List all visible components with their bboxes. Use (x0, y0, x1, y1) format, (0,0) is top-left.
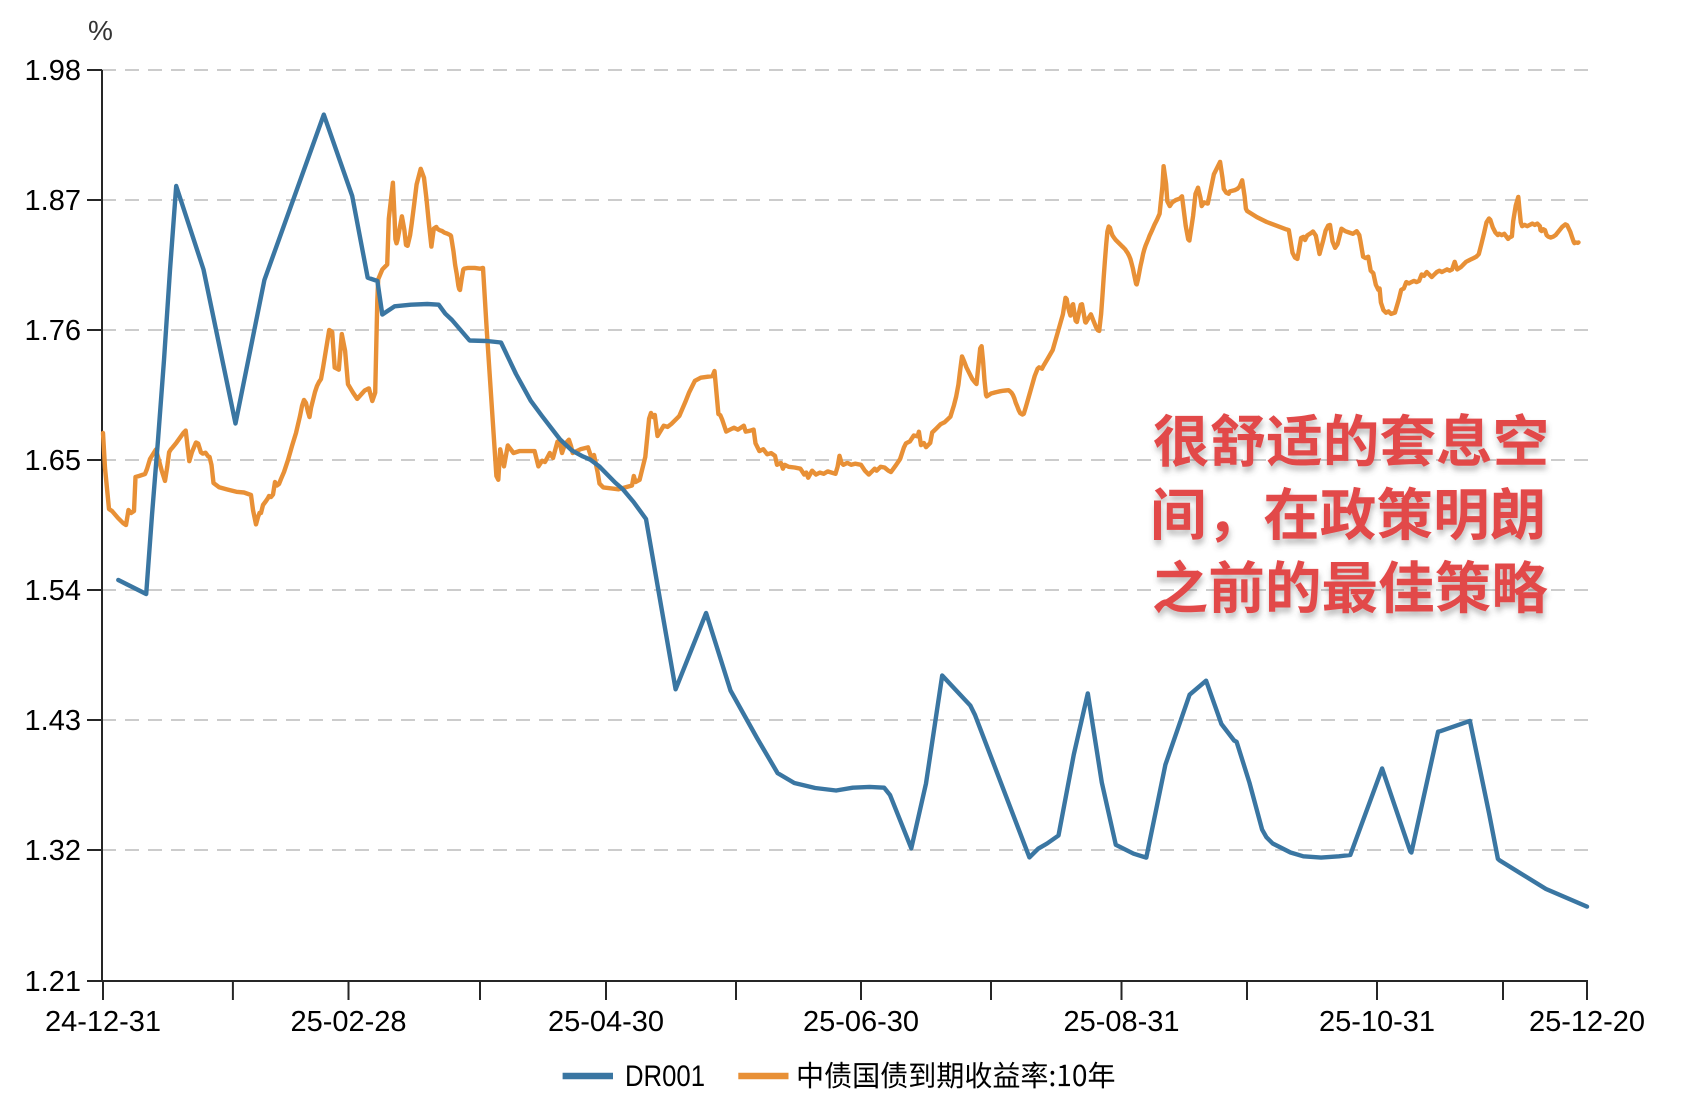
svg-text:25-12-20: 25-12-20 (1529, 1006, 1645, 1038)
svg-text:25-04-30: 25-04-30 (548, 1006, 664, 1038)
svg-text:1.87: 1.87 (25, 185, 81, 217)
svg-text:1.76: 1.76 (25, 315, 81, 347)
svg-text:1.98: 1.98 (25, 55, 81, 87)
svg-text:25-08-31: 25-08-31 (1063, 1006, 1179, 1038)
svg-text:24-12-31: 24-12-31 (45, 1006, 161, 1038)
svg-text:1.21: 1.21 (25, 966, 81, 998)
svg-text:25-02-28: 25-02-28 (290, 1006, 406, 1038)
svg-text:%: % (88, 15, 113, 46)
svg-text:25-10-31: 25-10-31 (1319, 1006, 1435, 1038)
svg-text:1.65: 1.65 (25, 445, 81, 477)
svg-text:25-06-30: 25-06-30 (803, 1006, 919, 1038)
svg-text:1.43: 1.43 (25, 705, 81, 737)
svg-text:1.32: 1.32 (25, 835, 81, 867)
svg-text:1.54: 1.54 (25, 575, 81, 607)
svg-text:DR001: DR001 (625, 1060, 705, 1093)
